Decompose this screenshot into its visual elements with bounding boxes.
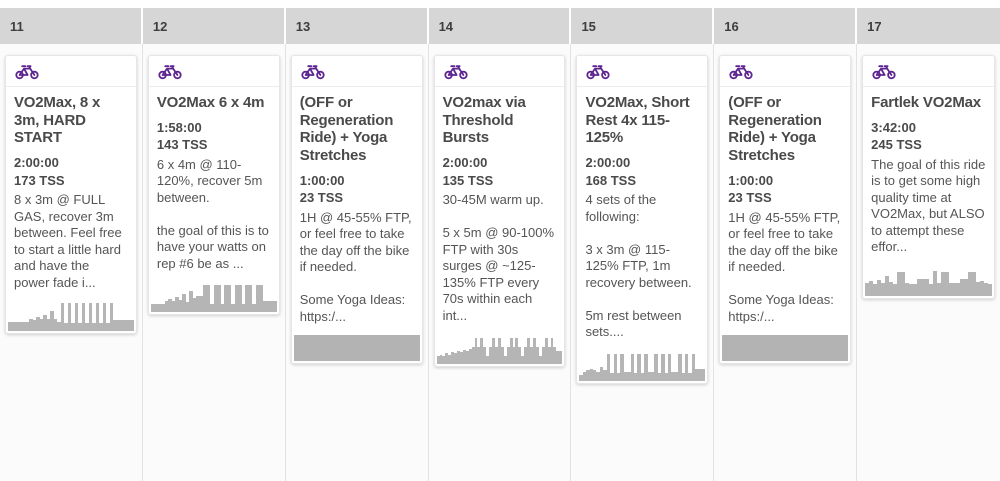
workout-description: 1H @ 45-55% FTP, or feel free to take th…: [728, 209, 841, 324]
day-column: 12 VO2Max 6 x 4m 1:58:00 143 TSS: [142, 8, 286, 481]
workout-intensity-graph: [722, 335, 849, 362]
bike-icon: [15, 65, 39, 80]
workout-duration: 2:00:00: [585, 155, 631, 171]
workout-description: 1H @ 45-55% FTP, or feel free to take th…: [299, 209, 412, 324]
workout-icon-row: [148, 56, 279, 87]
workout-card[interactable]: VO2Max 6 x 4m 1:58:00 143 TSS 6 x 4m @ 1…: [147, 55, 280, 316]
day-number: 16: [724, 19, 739, 34]
workout-duration: 2:00:00: [14, 155, 59, 171]
workout-icon-row: [577, 56, 708, 87]
workout-title: (OFF or Regeneration Ride) + Yoga Stretc…: [728, 94, 822, 165]
workout-title: VO2Max, 8 x 3m, HARD START: [14, 94, 101, 147]
bike-icon: [729, 65, 753, 80]
workout-duration: 3:42:00: [871, 119, 916, 135]
workout-icon-row: [434, 56, 565, 87]
workout-title: (OFF or Regeneration Ride) + Yoga Stretc…: [299, 94, 394, 165]
day-header[interactable]: 15: [571, 8, 713, 44]
workout-title: VO2Max, Short Rest 4x 115-125%: [585, 94, 690, 147]
workout-card-body: VO2Max 6 x 4m 1:58:00 143 TSS 6 x 4m @ 1…: [149, 87, 279, 274]
bike-icon: [872, 65, 896, 80]
day-column: 16 (OFF or Regeneration Ride) + Yoga Str…: [714, 8, 858, 481]
workout-title: VO2Max 6 x 4m: [156, 94, 265, 111]
workout-duration: 1:00:00: [728, 172, 774, 188]
day-cell[interactable]: VO2Max, 8 x 3m, HARD START 2:00:00 173 T…: [0, 44, 143, 481]
day-header[interactable]: 16: [714, 8, 856, 44]
workout-card-body: VO2Max, 8 x 3m, HARD START 2:00:00 173 T…: [6, 87, 136, 293]
workout-duration: 1:58:00: [156, 119, 202, 135]
day-column: 13 (OFF or Regeneration Ride) + Yoga Str…: [285, 8, 429, 481]
day-cell[interactable]: Fartlek VO2Max 3:42:00 245 TSS The goal …: [857, 44, 1000, 481]
workout-icon-row: [863, 56, 995, 87]
workout-intensity-graph: [293, 335, 420, 362]
bike-icon: [586, 65, 611, 80]
workout-card[interactable]: (OFF or Regeneration Ride) + Yoga Stretc…: [719, 55, 852, 365]
day-number: 11: [10, 19, 24, 34]
day-column: 14 VO2max via Threshold Bursts 2:00:00: [428, 8, 572, 481]
day-column: 17 Fartlek VO2Max 3:42:00 245 TSS: [857, 8, 1000, 481]
day-number: 15: [581, 19, 596, 34]
day-number: 13: [295, 19, 311, 34]
workout-card-body: (OFF or Regeneration Ride) + Yoga Stretc…: [292, 87, 422, 327]
workout-intensity-graph: [579, 351, 706, 381]
day-cell[interactable]: VO2Max, Short Rest 4x 115-125% 2:00:00 1…: [571, 44, 715, 481]
workout-description: 6 x 4m @ 110-120%, recover 5m between. t…: [156, 156, 269, 271]
workout-title: VO2max via Threshold Bursts: [442, 94, 526, 147]
day-cell[interactable]: (OFF or Regeneration Ride) + Yoga Stretc…: [714, 44, 858, 481]
day-number: 12: [152, 19, 168, 34]
workout-card-body: Fartlek VO2Max 3:42:00 245 TSS The goal …: [863, 87, 994, 258]
workout-intensity-graph: [865, 266, 993, 296]
workout-tss-badge: 245 TSS: [871, 137, 922, 153]
day-header[interactable]: 11: [0, 8, 141, 44]
workout-intensity-graph: [8, 301, 134, 332]
workout-card[interactable]: (OFF or Regeneration Ride) + Yoga Stretc…: [290, 55, 423, 365]
workout-title: Fartlek VO2Max: [871, 94, 981, 111]
day-number: 17: [867, 19, 882, 34]
workout-icon-row: [6, 56, 136, 87]
day-header[interactable]: 13: [285, 8, 427, 44]
workout-card-body: VO2max via Threshold Bursts 2:00:00 135 …: [435, 87, 565, 326]
workout-description: 8 x 3m @ FULL GAS, recover 3m between. F…: [14, 192, 122, 290]
workout-tss-badge: 173 TSS: [14, 172, 65, 188]
bike-icon: [443, 65, 468, 80]
workout-icon-row: [291, 56, 422, 87]
day-column: 11 VO2Max, 8 x 3m, HARD START 2:00:00 1: [0, 8, 143, 481]
bike-icon: [158, 65, 182, 80]
day-cell[interactable]: (OFF or Regeneration Ride) + Yoga Stretc…: [285, 44, 429, 481]
day-header[interactable]: 12: [142, 8, 284, 44]
workout-description: 4 sets of the following: 3 x 3m @ 115-12…: [585, 192, 692, 340]
workout-card-body: (OFF or Regeneration Ride) + Yoga Stretc…: [720, 87, 850, 327]
workout-intensity-graph: [150, 282, 277, 313]
workout-card-body: VO2Max, Short Rest 4x 115-125% 2:00:00 1…: [577, 87, 707, 343]
workout-description: The goal of this ride is to get some hig…: [871, 156, 986, 255]
workout-duration: 1:00:00: [299, 172, 345, 188]
workout-tss-badge: 143 TSS: [156, 137, 208, 153]
day-cell[interactable]: VO2max via Threshold Bursts 2:00:00 135 …: [428, 44, 572, 481]
day-header[interactable]: 17: [857, 8, 1000, 44]
workout-icon-row: [720, 56, 851, 87]
day-column: 15 VO2Max, Short Rest 4x 115-125% 2:00:0…: [571, 8, 715, 481]
workout-tss-badge: 168 TSS: [585, 172, 637, 188]
workout-card[interactable]: VO2max via Threshold Bursts 2:00:00 135 …: [433, 55, 566, 368]
workout-intensity-graph: [436, 334, 563, 365]
workout-card[interactable]: VO2Max, Short Rest 4x 115-125% 2:00:00 1…: [576, 55, 709, 384]
workout-tss-badge: 23 TSS: [728, 190, 772, 206]
workout-tss-badge: 135 TSS: [442, 172, 494, 188]
day-header[interactable]: 14: [428, 8, 570, 44]
workout-card[interactable]: Fartlek VO2Max 3:42:00 245 TSS The goal …: [862, 55, 996, 299]
workout-card[interactable]: VO2Max, 8 x 3m, HARD START 2:00:00 173 T…: [5, 55, 137, 335]
day-number: 14: [438, 19, 454, 34]
workout-tss-badge: 23 TSS: [299, 190, 344, 206]
workout-duration: 2:00:00: [442, 155, 488, 171]
workout-description: 30-45M warm up. 5 x 5m @ 90-100% FTP wit…: [442, 192, 555, 323]
day-cell[interactable]: VO2Max 6 x 4m 1:58:00 143 TSS 6 x 4m @ 1…: [142, 44, 286, 481]
bike-icon: [301, 65, 325, 80]
